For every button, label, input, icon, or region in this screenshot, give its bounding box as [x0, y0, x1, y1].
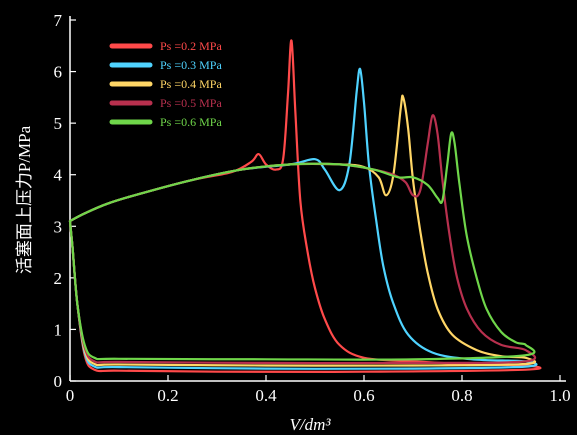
series-layer — [68, 39, 542, 374]
y-tick-label: 0 — [54, 372, 63, 391]
series-line-1 — [68, 39, 542, 374]
x-tick-label: 0.6 — [353, 386, 374, 405]
y-axis-title: 活塞面上压力P/MPa — [15, 125, 34, 274]
x-tick-label: 0.2 — [157, 386, 178, 405]
legend: Ps =0.2 MPa Ps =0.3 MPa Ps =0.4 MPa Ps =0.5… — [109, 39, 222, 129]
x-axis-title: V/dm³ — [290, 415, 332, 434]
legend-label-3: Ps =0.4 MPa — [160, 77, 222, 91]
y-tick-label: 6 — [54, 63, 63, 82]
y-tick-label: 3 — [54, 217, 63, 236]
series-line-5 — [68, 131, 536, 361]
x-tick-label: 0.8 — [451, 386, 472, 405]
y-tick-label: 7 — [54, 11, 63, 30]
legend-label-2: Ps =0.3 MPa — [160, 58, 222, 72]
y-tick-label: 5 — [54, 114, 63, 133]
x-tick-label: 0 — [66, 386, 75, 405]
y-tick-label: 4 — [54, 166, 63, 185]
legend-label-5: Ps =0.6 MPa — [160, 115, 222, 129]
legend-label-1: Ps =0.2 MPa — [160, 39, 222, 53]
y-tick-label: 2 — [54, 269, 63, 288]
x-tick-label: 1.0 — [549, 386, 570, 405]
axes: 0 0.2 0.4 0.6 0.8 1.0 0 1 2 3 4 5 6 7 — [54, 11, 571, 405]
legend-label-4: Ps =0.5 MPa — [160, 96, 222, 110]
y-tick-label: 1 — [54, 320, 63, 339]
x-tick-label: 0.4 — [255, 386, 277, 405]
